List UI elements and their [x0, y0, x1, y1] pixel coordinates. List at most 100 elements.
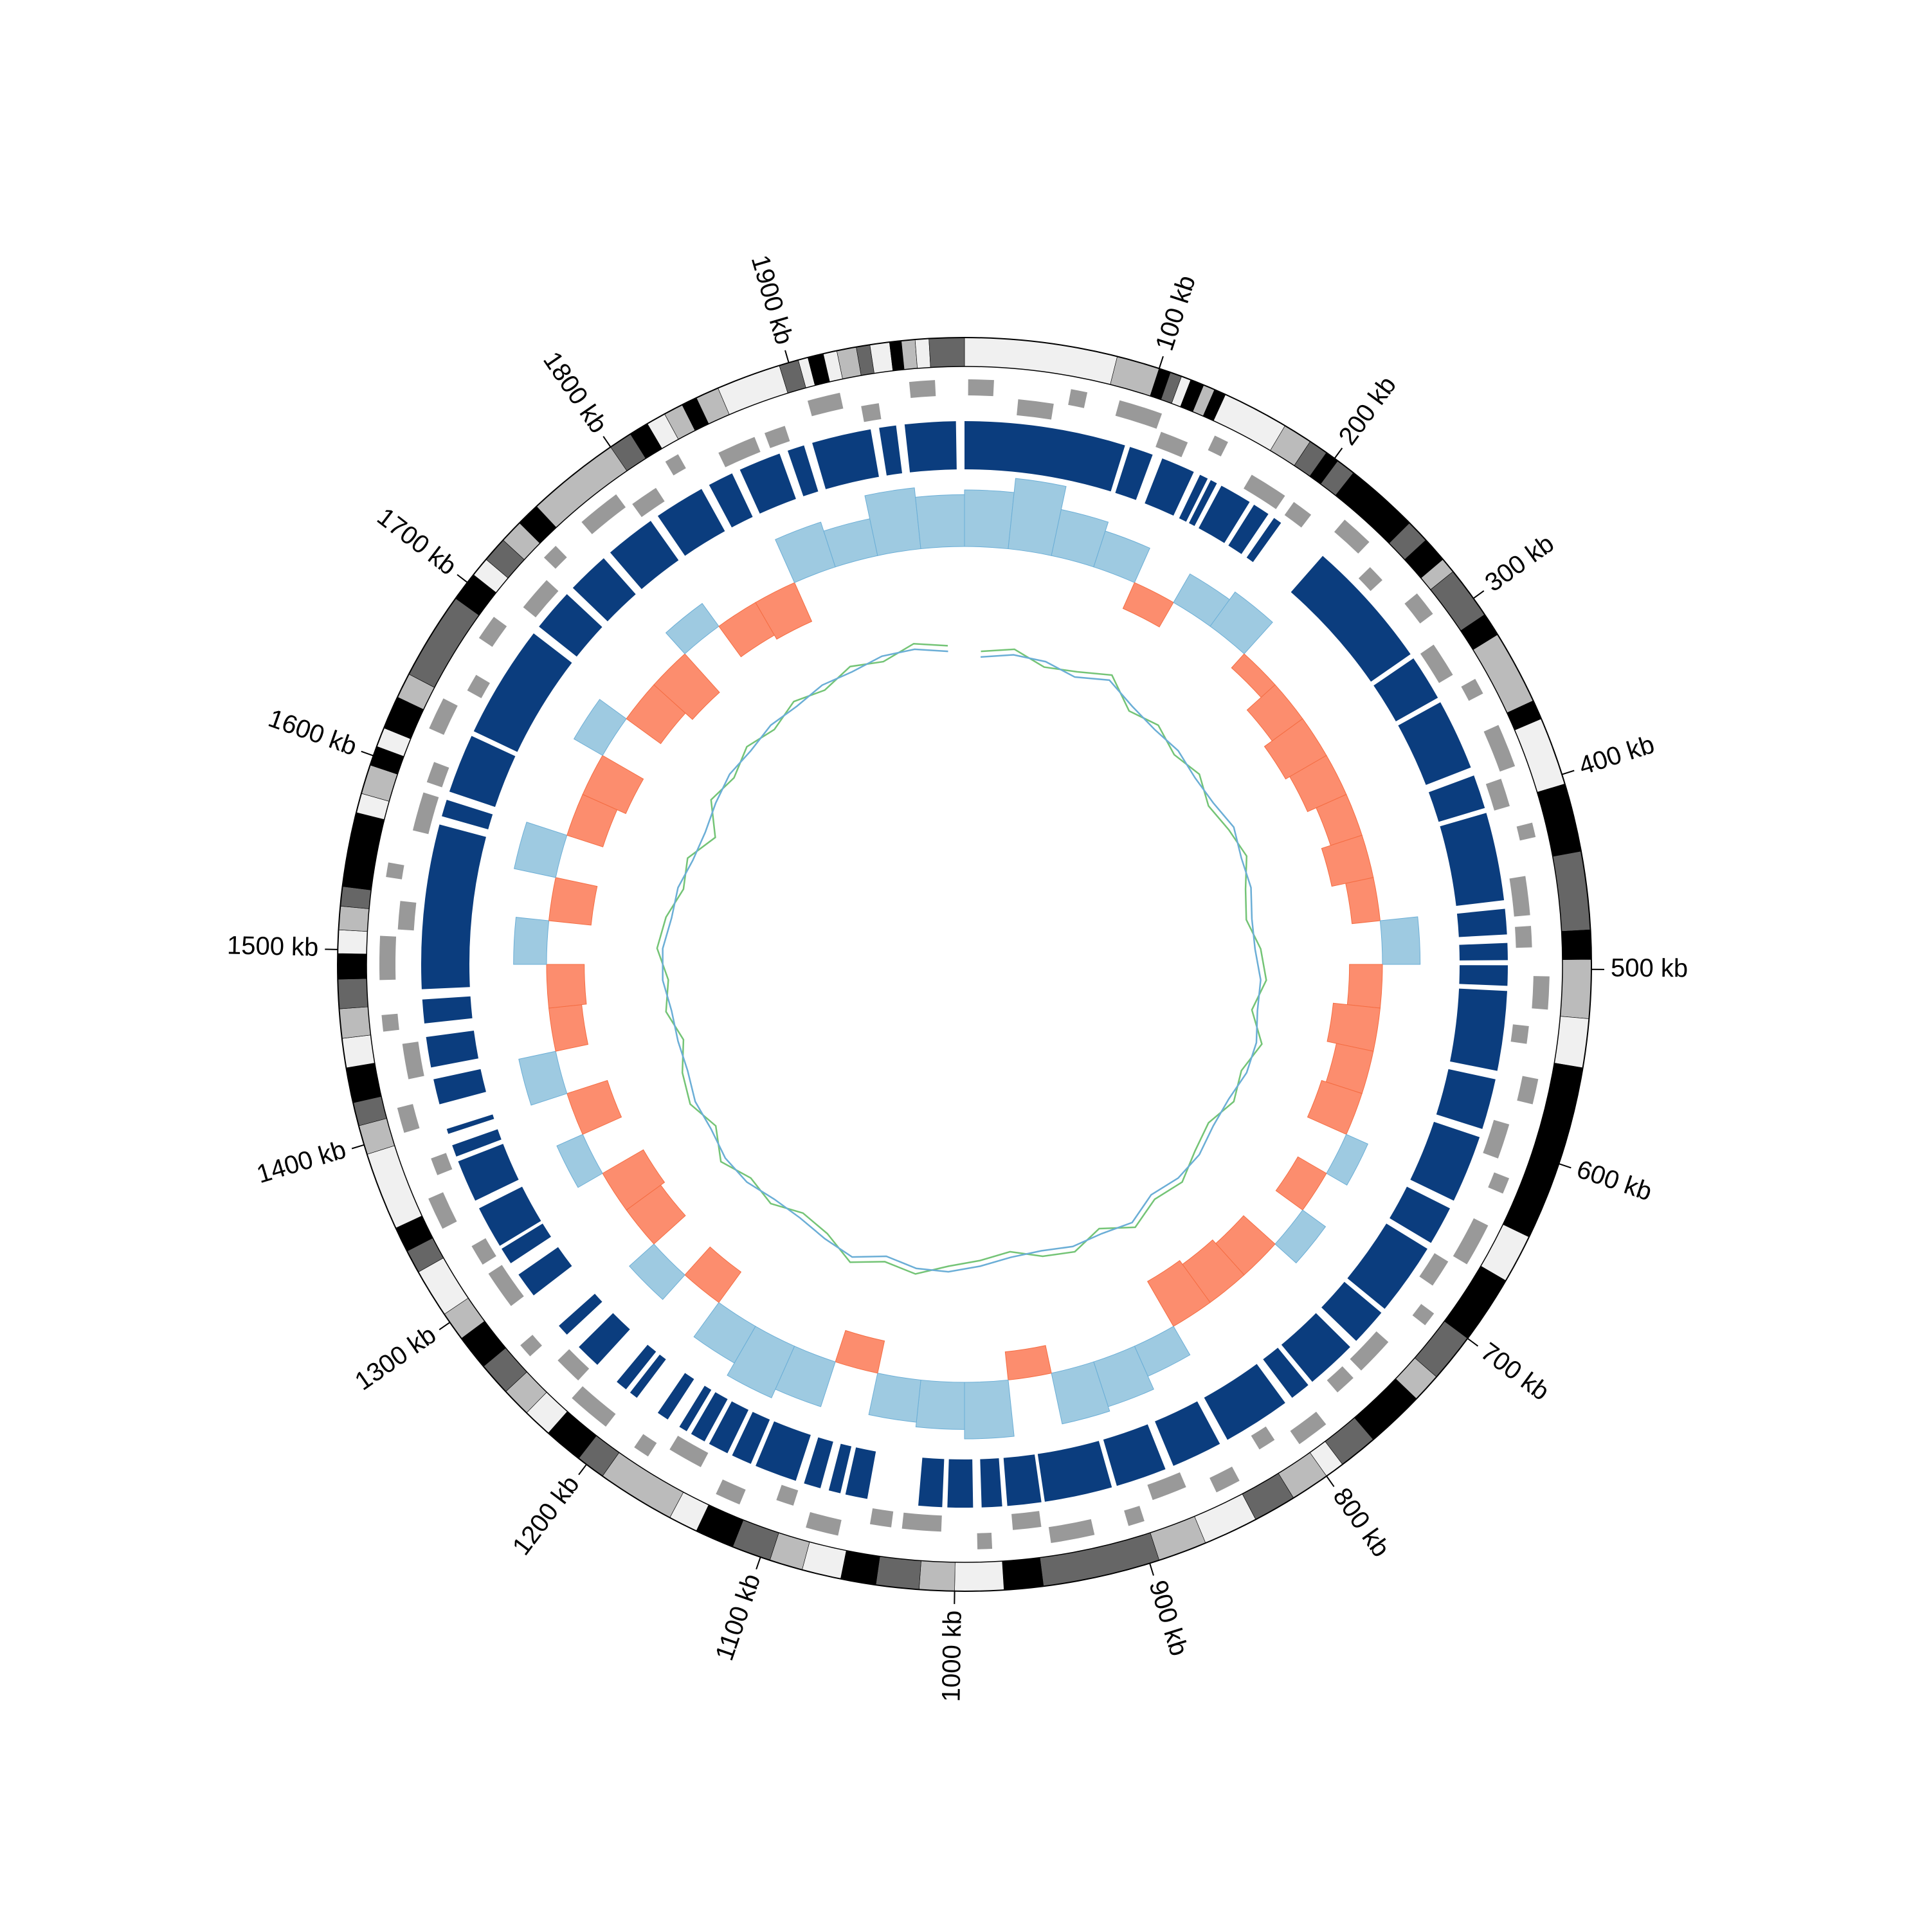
- gc-skew-bar: [1123, 582, 1173, 627]
- gene: [718, 437, 760, 467]
- gene: [1461, 679, 1483, 701]
- tick-mark: [1562, 771, 1574, 775]
- tick-label: 1000 kb: [937, 1610, 966, 1702]
- band: [338, 930, 367, 954]
- band: [409, 599, 479, 688]
- tick-mark: [361, 752, 374, 756]
- tick-mark: [1467, 1339, 1478, 1346]
- gene: [1116, 401, 1162, 429]
- band: [1473, 635, 1534, 713]
- block: [1103, 1424, 1166, 1486]
- gene: [520, 1335, 542, 1357]
- gene: [1334, 519, 1370, 554]
- tick-mark: [603, 437, 610, 447]
- tick-label: 600 kb: [1573, 1155, 1656, 1206]
- gene: [1532, 976, 1549, 1009]
- band: [367, 1146, 422, 1228]
- gc-skew-bar: [557, 1134, 602, 1187]
- block: [740, 453, 796, 513]
- gene: [1068, 389, 1087, 408]
- gene: [1486, 779, 1510, 810]
- gene: [427, 762, 449, 787]
- tick-label: 1300 kb: [350, 1321, 441, 1396]
- gene: [428, 1192, 457, 1229]
- tick-mark: [579, 1465, 586, 1475]
- gene: [557, 1350, 589, 1381]
- gene: [398, 901, 417, 930]
- block: [1429, 775, 1485, 822]
- block: [1459, 965, 1508, 986]
- block: [1450, 989, 1507, 1071]
- block: [1410, 1122, 1480, 1201]
- gene: [1251, 1427, 1275, 1450]
- gc-skew-bar: [549, 1005, 588, 1052]
- block: [579, 1313, 630, 1365]
- tick-label: 1100 kb: [710, 1570, 766, 1664]
- tick-mark: [1559, 1164, 1571, 1168]
- gc-skew-bar: [629, 1244, 685, 1299]
- gc-skew-bar: [574, 700, 627, 755]
- block: [1436, 1069, 1496, 1129]
- gene: [1208, 435, 1228, 456]
- gene: [1155, 432, 1188, 457]
- gene: [386, 862, 404, 879]
- gene: [429, 698, 457, 735]
- gene: [977, 1533, 993, 1549]
- tick-label: 900 kb: [1143, 1577, 1193, 1659]
- tick-mark: [352, 1145, 364, 1149]
- tick-mark: [1159, 356, 1163, 368]
- gene: [776, 1485, 798, 1505]
- block: [905, 421, 957, 473]
- block: [426, 1031, 478, 1067]
- gene: [1419, 1253, 1448, 1285]
- tick-label: 400 kb: [1575, 730, 1658, 781]
- block: [1038, 1441, 1112, 1502]
- band: [876, 1557, 921, 1590]
- block: [1291, 556, 1411, 682]
- gc-skew-bar: [685, 1247, 741, 1302]
- tick-label: 300 kb: [1480, 529, 1559, 597]
- gene: [1453, 1218, 1489, 1265]
- tick-mark: [1473, 591, 1483, 599]
- tick-mark: [1327, 1476, 1334, 1486]
- tick-label: 800 kb: [1327, 1483, 1395, 1562]
- gc-skew-bar: [549, 878, 597, 925]
- block: [1155, 1402, 1220, 1466]
- tick-mark: [457, 575, 467, 582]
- gene: [1510, 876, 1530, 917]
- gene: [870, 1508, 893, 1528]
- tick-label: 1700 kb: [372, 503, 462, 581]
- gene: [632, 488, 664, 517]
- gene: [1327, 1366, 1354, 1393]
- block: [918, 1458, 944, 1507]
- gc-skew-bar: [964, 1380, 1014, 1439]
- gene: [1483, 1120, 1509, 1159]
- band: [964, 338, 1118, 384]
- band: [919, 1561, 955, 1591]
- block: [518, 1247, 572, 1296]
- gene: [1488, 1172, 1509, 1193]
- band: [338, 953, 367, 979]
- gene: [471, 1238, 496, 1265]
- gene: [968, 379, 994, 396]
- band: [343, 813, 385, 890]
- gc-skew-bar: [567, 1080, 622, 1134]
- gene: [1484, 725, 1516, 772]
- gc-skew-bar: [1321, 835, 1373, 886]
- block: [964, 421, 1125, 491]
- gene: [479, 617, 507, 647]
- band: [339, 1007, 370, 1038]
- block: [947, 1459, 973, 1508]
- gc-skew-bar: [916, 1380, 964, 1429]
- gc-skew-bar: [869, 1373, 921, 1422]
- gc-skew-bar: [1346, 878, 1381, 924]
- gc-skew-bar: [1276, 1157, 1327, 1210]
- gene: [902, 1513, 942, 1531]
- block: [422, 997, 473, 1024]
- block: [1204, 1364, 1285, 1440]
- tick-label: 1900 kb: [746, 252, 799, 348]
- gene: [1011, 1511, 1041, 1530]
- gene: [467, 675, 490, 698]
- gene: [1515, 926, 1532, 948]
